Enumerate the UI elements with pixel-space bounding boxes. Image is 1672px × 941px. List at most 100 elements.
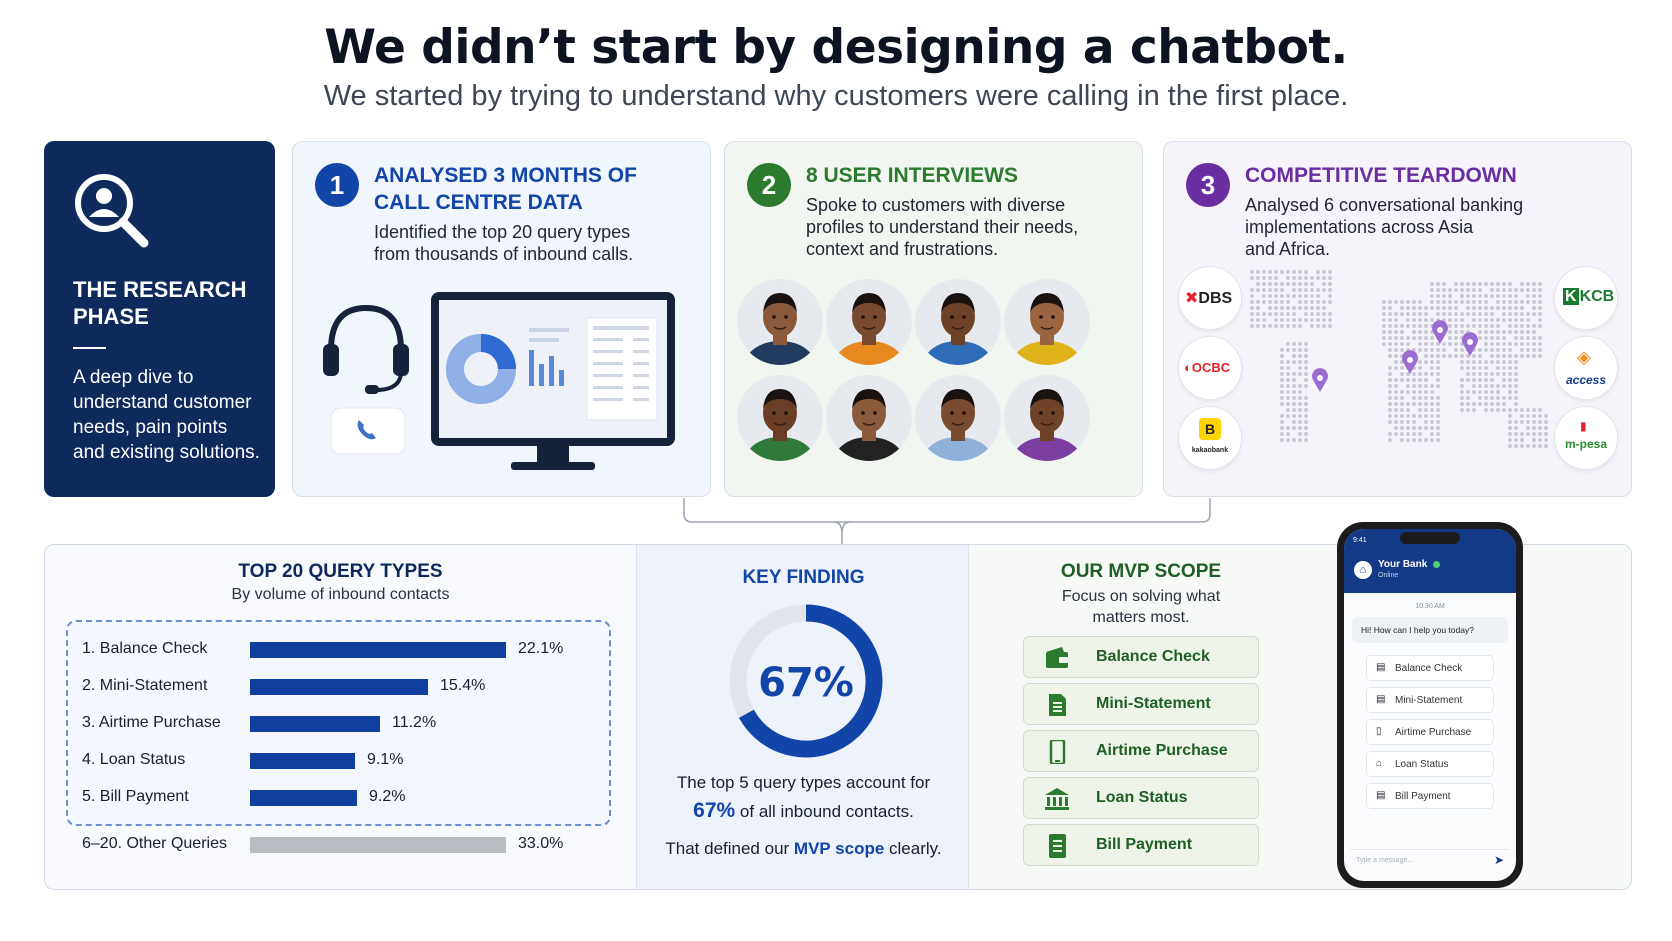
key-finding-donut: 67% xyxy=(729,604,883,758)
document-icon xyxy=(1049,694,1066,716)
finding-text-2: 67% of all inbound contacts. xyxy=(693,799,914,822)
query-bar xyxy=(250,679,428,695)
bank-icon: ⌂ xyxy=(1376,758,1383,769)
research-phase-card: THE RESEARCH PHASE A deep dive to unders… xyxy=(44,141,275,497)
step-number-badge: 3 xyxy=(1186,163,1230,207)
query-label: 3. Airtime Purchase xyxy=(82,714,221,731)
divider xyxy=(73,347,106,349)
chat-header: 9:41 ⌂ Your Bank Online xyxy=(1344,529,1516,593)
research-title: THE RESEARCH PHASE xyxy=(73,277,247,329)
mvp-item-airtime-purchase: Airtime Purchase xyxy=(1023,730,1259,772)
bank-name: Your Bank xyxy=(1378,559,1428,570)
user-interviews-panel: 2 8 USER INTERVIEWS Spoke to customers w… xyxy=(724,141,1143,497)
bot-greeting-bubble: Hi! How can I help you today? xyxy=(1352,617,1508,643)
send-icon[interactable]: ➤ xyxy=(1493,853,1504,867)
query-value: 9.2% xyxy=(369,788,406,805)
panel-title: ANALYSED 3 MONTHS OF CALL CENTRE DATA xyxy=(374,164,637,214)
phone-screen: 9:41 ⌂ Your Bank Online 10:30 AM Hi! How… xyxy=(1344,529,1516,881)
message-input[interactable]: Type a message... xyxy=(1356,857,1414,864)
kakaobank-logo: B kakaobank xyxy=(1178,406,1242,470)
interviewee-avatar xyxy=(737,279,823,365)
page-subtitle: We started by trying to understand why c… xyxy=(323,80,1349,112)
call-centre-data-panel: 1 ANALYSED 3 MONTHS OF CALL CENTRE DATA … xyxy=(292,141,711,497)
query-row: 5. Bill Payment 9.2% xyxy=(45,782,605,812)
mobile-phone-icon: ▯ xyxy=(1376,726,1382,737)
query-bar xyxy=(250,716,380,732)
key-finding-section: KEY FINDING 67% The top 5 query types ac… xyxy=(636,545,969,889)
section-title: TOP 20 QUERY TYPES xyxy=(238,561,443,582)
chat-timestamp: 10:30 AM xyxy=(1415,603,1445,610)
query-bar xyxy=(250,790,357,806)
interviewee-avatar xyxy=(826,375,912,461)
dbs-logo: ✖DBS xyxy=(1178,266,1242,330)
quick-reply-loan-status[interactable]: ⌂ Loan Status xyxy=(1366,751,1494,777)
query-value: 22.1% xyxy=(518,640,564,657)
query-row-other: 6–20. Other Queries 33.0% xyxy=(45,829,605,859)
online-indicator-icon xyxy=(1433,561,1440,568)
interviewee-avatar xyxy=(737,375,823,461)
interviewee-avatar xyxy=(915,279,1001,365)
section-title: OUR MVP SCOPE xyxy=(1060,561,1222,582)
query-row: 3. Airtime Purchase 11.2% xyxy=(45,708,605,738)
competitive-teardown-panel: 3 COMPETITIVE TEARDOWN Analysed 6 conver… xyxy=(1163,141,1632,497)
receipt-icon xyxy=(1049,834,1066,858)
quick-reply-mini-statement[interactable]: ▤ Mini-Statement xyxy=(1366,687,1494,713)
wallet-icon xyxy=(1046,647,1068,668)
world-map xyxy=(1250,270,1548,448)
mpesa-logo: ▮ m-pesa xyxy=(1554,406,1618,470)
panel-title: COMPETITIVE TEARDOWN xyxy=(1245,164,1517,187)
mvp-item-balance-check: Balance Check xyxy=(1023,636,1259,678)
ocbc-logo: ◐OCBC xyxy=(1178,336,1242,400)
interviewee-avatar xyxy=(1004,279,1090,365)
query-bar xyxy=(250,642,506,658)
message-input-bar[interactable]: Type a message... ➤ xyxy=(1350,849,1510,871)
kcb-logo: K KCB xyxy=(1554,266,1618,330)
step-number-badge: 1 xyxy=(315,163,359,207)
query-bar xyxy=(250,753,355,769)
query-label: 6–20. Other Queries xyxy=(82,835,227,852)
query-label: 1. Balance Check xyxy=(82,640,208,657)
quick-reply-balance-check[interactable]: ▤ Balance Check xyxy=(1366,655,1494,681)
monitor-dashboard-icon xyxy=(431,292,675,470)
query-value: 11.2% xyxy=(392,714,437,731)
quick-reply-airtime-purchase[interactable]: ▯ Airtime Purchase xyxy=(1366,719,1494,745)
bank-status: Online xyxy=(1378,572,1399,579)
mvp-item-loan-status: Loan Status xyxy=(1023,777,1259,819)
top-query-types-section: TOP 20 QUERY TYPES By volume of inbound … xyxy=(45,545,636,889)
receipt-icon: ▤ xyxy=(1376,790,1386,801)
page-title: We didn’t start by designing a chatbot. xyxy=(324,20,1348,75)
phone-icon xyxy=(357,420,376,440)
query-row: 1. Balance Check 22.1% xyxy=(45,634,605,664)
results-container: TOP 20 QUERY TYPES By volume of inbound … xyxy=(44,544,1632,890)
query-value: 9.1% xyxy=(367,751,404,768)
section-title: KEY FINDING xyxy=(742,567,865,588)
query-label: 4. Loan Status xyxy=(82,751,186,768)
query-row: 4. Loan Status 9.1% xyxy=(45,745,605,775)
headset-icon xyxy=(323,304,409,455)
finding-text: The top 5 query types account for xyxy=(676,773,931,792)
bank-avatar-icon: ⌂ xyxy=(1354,561,1372,579)
finding-conclusion: That defined our MVP scope clearly. xyxy=(665,839,942,858)
panel-description: Analysed 6 conversational banking implem… xyxy=(1245,195,1524,259)
mobile-phone-icon xyxy=(1049,740,1066,764)
section-subtitle: Focus on solving what matters most. xyxy=(1061,588,1221,626)
magnifier-user-icon xyxy=(75,174,149,248)
chatbot-phone-mockup: 9:41 ⌂ Your Bank Online 10:30 AM Hi! How… xyxy=(1337,522,1523,888)
section-subtitle: By volume of inbound contacts xyxy=(231,586,450,603)
query-bar xyxy=(250,837,506,853)
wallet-icon: ▤ xyxy=(1376,662,1386,673)
mvp-item-mini-statement: Mini-Statement xyxy=(1023,683,1259,725)
interviewee-avatar xyxy=(915,375,1001,461)
interviewee-avatar xyxy=(826,279,912,365)
donut-percentage: 67% xyxy=(758,660,854,706)
panel-description: Identified the top 20 query types from t… xyxy=(374,222,634,264)
quick-reply-bill-payment[interactable]: ▤ Bill Payment xyxy=(1366,783,1494,809)
bank-icon xyxy=(1045,788,1069,810)
phone-notch xyxy=(1400,532,1460,544)
query-row: 2. Mini-Statement 15.4% xyxy=(45,671,605,701)
mvp-scope-section: OUR MVP SCOPE Focus on solving what matt… xyxy=(969,545,1631,889)
access-bank-logo: ◈ access xyxy=(1554,336,1618,400)
query-label: 5. Bill Payment xyxy=(82,788,189,805)
step-number-badge: 2 xyxy=(747,163,791,207)
query-value: 15.4% xyxy=(440,677,486,694)
